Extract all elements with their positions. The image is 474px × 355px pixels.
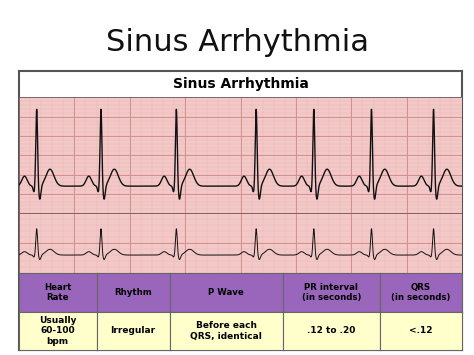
Text: Sinus Arrhythmia: Sinus Arrhythmia xyxy=(173,77,309,91)
Text: Rhythm: Rhythm xyxy=(114,288,152,297)
Text: Before each
QRS, identical: Before each QRS, identical xyxy=(190,321,262,340)
Text: Usually
60-100
bpm: Usually 60-100 bpm xyxy=(39,316,76,346)
Text: Sinus Arrhythmia: Sinus Arrhythmia xyxy=(106,28,368,57)
Text: <.12: <.12 xyxy=(410,326,433,335)
Text: QRS
(in seconds): QRS (in seconds) xyxy=(392,283,451,302)
Text: P Wave: P Wave xyxy=(208,288,244,297)
Text: .12 to .20: .12 to .20 xyxy=(307,326,356,335)
Text: PR interval
(in seconds): PR interval (in seconds) xyxy=(302,283,361,302)
Text: Heart
Rate: Heart Rate xyxy=(44,283,72,302)
Text: Irregular: Irregular xyxy=(110,326,155,335)
